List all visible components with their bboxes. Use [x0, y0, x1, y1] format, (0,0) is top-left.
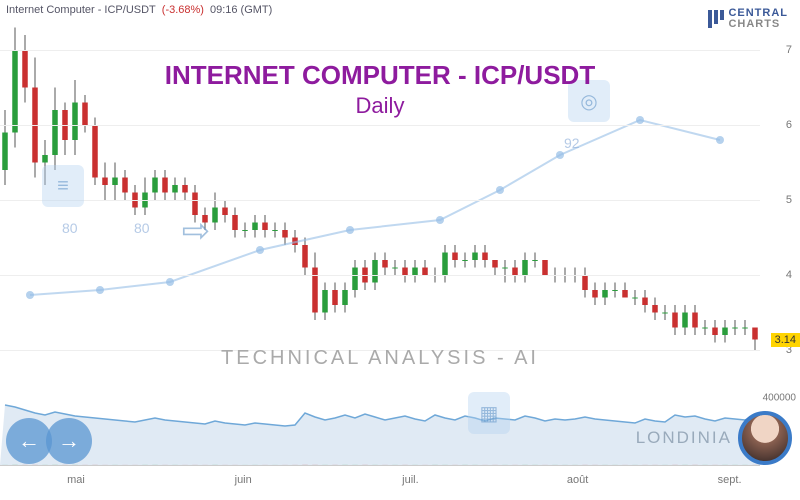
last-price-tag: 3.14: [771, 333, 800, 347]
title-line1: INTERNET COMPUTER - ICP/USDT: [0, 60, 760, 91]
x-tick: mai: [67, 474, 85, 486]
chart-title: INTERNET COMPUTER - ICP/USDT Daily: [0, 60, 760, 119]
watermark-icon: ≡: [42, 165, 84, 207]
watermark-label: 92: [564, 135, 580, 151]
x-tick: août: [567, 474, 588, 486]
price-y-axis: 34567: [760, 20, 800, 365]
time-x-axis: mai juin juil. août sept.: [0, 465, 760, 500]
watermark-label: 80: [62, 220, 78, 236]
title-line2: Daily: [0, 93, 760, 119]
watermark-icon: ▦: [468, 392, 510, 434]
watermark-label: 80: [134, 220, 150, 236]
x-tick: juil.: [402, 474, 419, 486]
timestamp: 09:16 (GMT): [210, 4, 272, 16]
londinia-label: LONDINIA: [636, 428, 732, 448]
avatar-icon: [738, 411, 792, 465]
volume-ytick: 400000: [763, 393, 796, 404]
instrument-name: Internet Computer - ICP/USDT: [6, 4, 156, 16]
technical-analysis-label: TECHNICAL ANALYSIS - AI: [0, 347, 760, 370]
arrow-icon: ⇨: [175, 210, 217, 252]
nav-next-icon[interactable]: →: [46, 418, 92, 464]
x-tick: juin: [235, 474, 252, 486]
header-bar: Internet Computer - ICP/USDT (-3.68%) 09…: [0, 0, 800, 20]
price-chart[interactable]: INTERNET COMPUTER - ICP/USDT Daily: [0, 20, 760, 365]
nav-arrows[interactable]: ← →: [6, 418, 86, 464]
x-tick: sept.: [718, 474, 742, 486]
londinia-badge[interactable]: LONDINIA: [636, 411, 792, 465]
price-change: (-3.68%): [162, 4, 204, 16]
